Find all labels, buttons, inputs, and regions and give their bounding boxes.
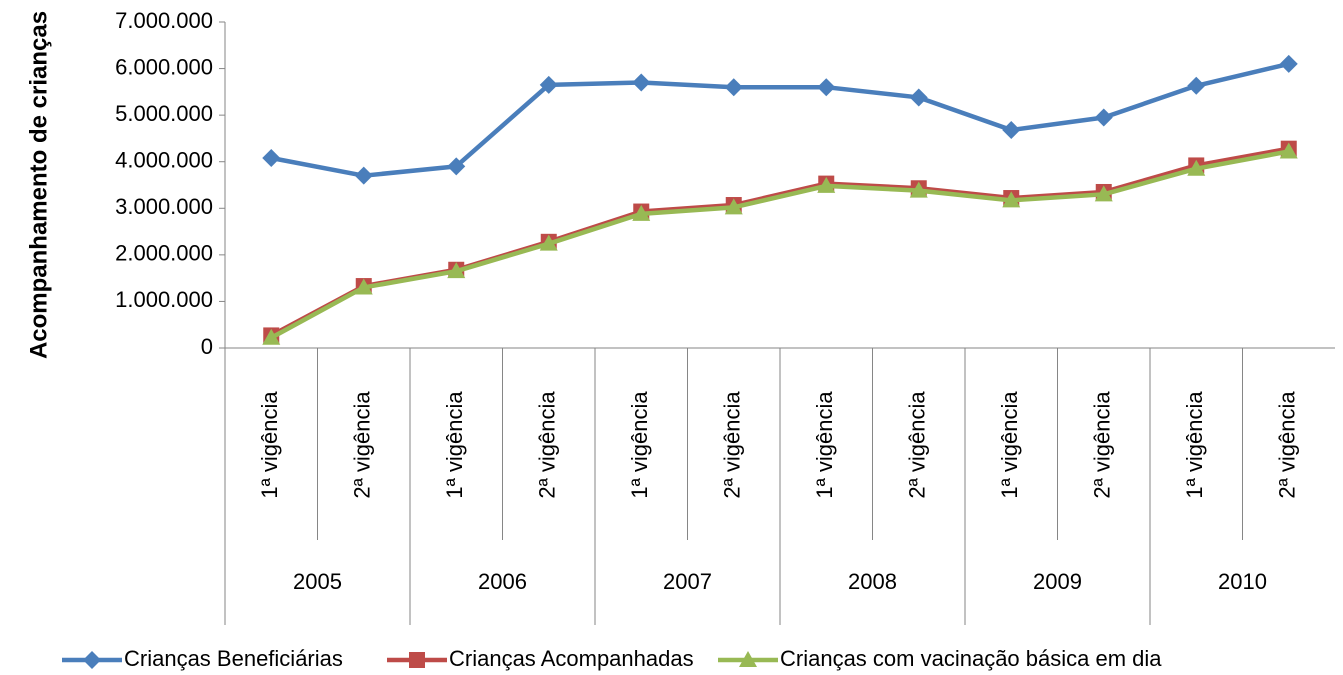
y-tick-label: 3.000.000: [115, 194, 213, 219]
y-tick-label: 2.000.000: [115, 241, 213, 266]
point: [447, 262, 466, 279]
point: [447, 157, 466, 176]
y-axis-title: Acompanhamento de crianças: [25, 11, 52, 359]
group-label: 2008: [848, 569, 897, 594]
point: [1002, 121, 1021, 140]
y-tick-label: 6.000.000: [115, 54, 213, 79]
group-label: 2007: [663, 569, 712, 594]
point: [354, 166, 373, 185]
point: [817, 176, 836, 193]
y-tick-label: 4.000.000: [115, 148, 213, 173]
x-tick-label: 2ª vigência: [535, 391, 560, 499]
point: [539, 234, 558, 251]
point: [724, 198, 743, 215]
x-tick-label: 1ª vigência: [442, 391, 467, 499]
point: [1279, 142, 1298, 159]
x-tick-label: 1ª vigência: [257, 391, 282, 499]
series-line: [270, 146, 1290, 338]
x-tick-label: 1ª vigência: [997, 391, 1022, 499]
y-tick-label: 5.000.000: [115, 101, 213, 126]
x-tick-label: 2ª vigência: [905, 391, 930, 499]
point: [1094, 185, 1113, 202]
y-tick-label: 1.000.000: [115, 287, 213, 312]
x-tick-label: 2ª vigência: [1275, 391, 1300, 499]
group-label: 2005: [293, 569, 342, 594]
x-tick-label: 1ª vigência: [627, 391, 652, 499]
x-tick-label: 2ª vigência: [350, 391, 375, 499]
legend-label: Crianças Beneficiárias: [124, 646, 343, 671]
y-tick-label: 0: [201, 334, 213, 359]
legend-label: Crianças Acompanhadas: [449, 646, 694, 671]
point: [632, 73, 651, 92]
point: [1187, 159, 1206, 176]
point: [632, 204, 651, 221]
y-tick-label: 7.000.000: [115, 8, 213, 33]
point: [262, 148, 281, 167]
point: [354, 278, 373, 295]
x-tick-label: 2ª vigência: [720, 391, 745, 499]
group-label: 2009: [1033, 569, 1082, 594]
point: [262, 328, 281, 345]
series-line: [270, 61, 1290, 178]
x-tick-label: 2ª vigência: [1090, 391, 1115, 499]
point: [1187, 76, 1206, 95]
x-tick-label: 1ª vigência: [1182, 391, 1207, 499]
series-line: [270, 149, 1290, 340]
x-tick-label: 1ª vigência: [812, 391, 837, 499]
legend-label: Crianças com vacinação básica em dia: [780, 646, 1162, 671]
point: [739, 651, 757, 667]
point: [909, 181, 928, 198]
point: [817, 78, 836, 97]
point: [1279, 54, 1298, 73]
point: [909, 88, 928, 107]
group-label: 2010: [1218, 569, 1267, 594]
point: [83, 651, 101, 669]
point: [1002, 191, 1021, 208]
point: [1094, 108, 1113, 127]
point: [409, 652, 425, 668]
point: [724, 78, 743, 97]
point: [539, 75, 558, 94]
group-label: 2006: [478, 569, 527, 594]
